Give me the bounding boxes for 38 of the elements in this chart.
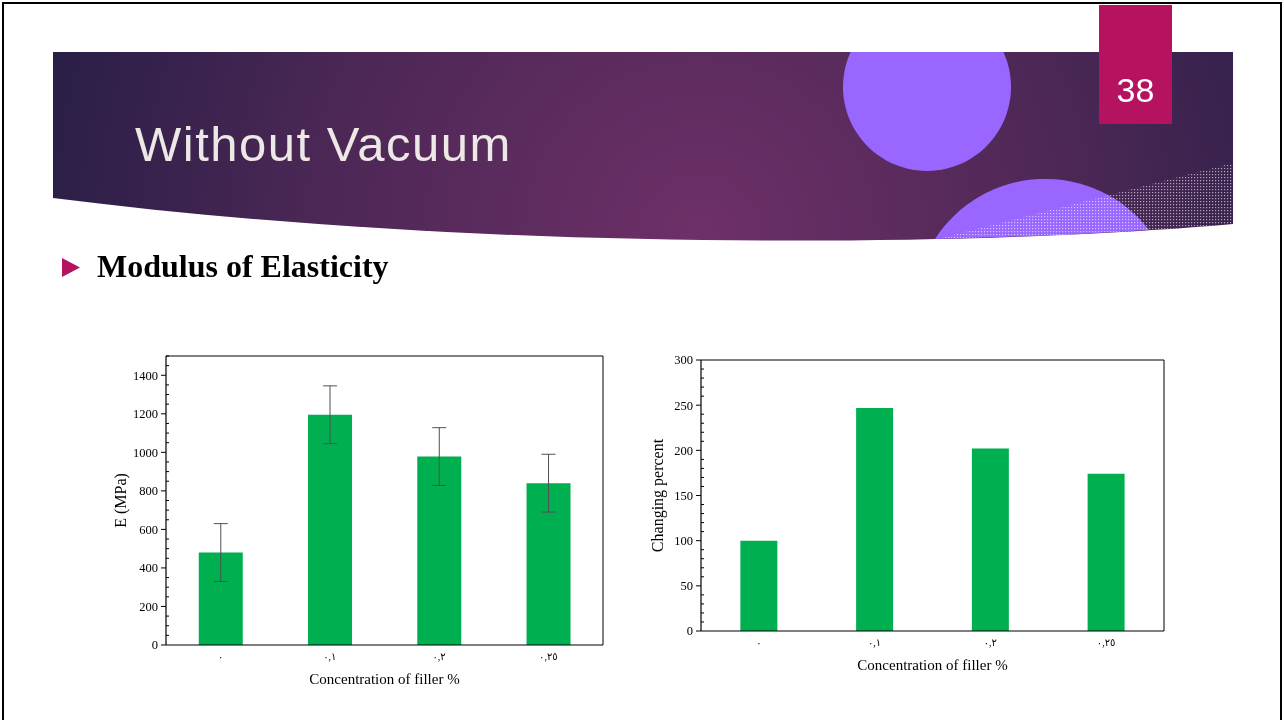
bar	[856, 407, 894, 631]
y-tick-label: 100	[674, 534, 693, 549]
bar	[1087, 473, 1125, 631]
chart-subtitle: Modulus of Elasticity	[97, 248, 389, 284]
x-axis-title: Concentration of filler %	[857, 657, 1008, 673]
y-tick-label: 250	[674, 398, 693, 413]
chart-title: Without Vacuum	[135, 117, 512, 171]
y-tick-label: 150	[674, 488, 693, 503]
y-tick-label: 50	[680, 579, 693, 594]
y-tick-label: 200	[674, 443, 693, 458]
bar	[526, 483, 571, 645]
y-tick-label: 600	[139, 522, 158, 537]
y-axis-title: Changing percent	[649, 438, 667, 553]
x-tick-label: ٠,٢	[983, 637, 997, 649]
bar	[308, 414, 353, 645]
y-tick-label: 1000	[133, 445, 158, 460]
y-axis-title: E (MPa)	[112, 473, 130, 528]
text: 38	[1115, 71, 1156, 109]
y-tick-label: 200	[139, 599, 158, 614]
x-tick-label: ٠,٢٥	[1096, 637, 1116, 649]
y-tick-label: 0	[686, 624, 693, 639]
x-axis-title: Concentration of filler %	[309, 671, 460, 687]
x-tick-label: ٠	[217, 651, 224, 663]
x-tick-label: ٠,١	[868, 637, 882, 649]
y-tick-label: 1200	[133, 407, 158, 422]
bar	[971, 448, 1009, 631]
y-tick-label: 0	[151, 638, 158, 653]
bar	[198, 552, 243, 645]
x-tick-label: ٠,٢	[432, 651, 446, 663]
bar	[740, 540, 778, 631]
bar	[417, 456, 462, 645]
y-tick-label: 300	[674, 353, 693, 368]
y-tick-label: 800	[139, 484, 158, 499]
y-tick-label: 1400	[133, 368, 158, 383]
x-tick-label: ٠,١	[323, 651, 337, 663]
y-tick-label: 400	[139, 561, 158, 576]
x-tick-label: ٠	[756, 637, 762, 649]
x-tick-label: ٠,٢٥	[539, 651, 558, 663]
